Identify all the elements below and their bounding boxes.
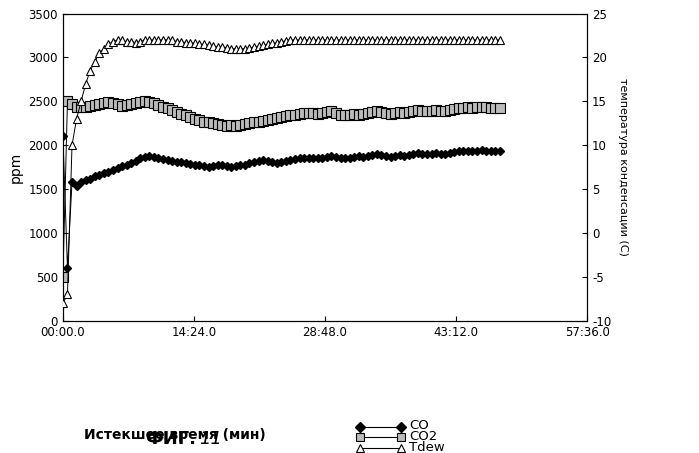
Line: CO2: CO2 xyxy=(58,96,505,282)
CO2 xyxy=(177,111,185,116)
CO xyxy=(400,153,408,159)
CO xyxy=(59,134,67,139)
Text: CO: CO xyxy=(409,419,428,432)
Tdew xyxy=(314,37,322,43)
Line: CO: CO xyxy=(60,133,503,271)
CO xyxy=(177,159,185,164)
Tdew xyxy=(73,116,81,121)
CO xyxy=(314,156,322,161)
Tdew xyxy=(496,37,504,43)
CO2 xyxy=(64,99,72,104)
CO xyxy=(64,265,72,271)
Text: 11: 11 xyxy=(199,430,222,448)
CO xyxy=(77,179,85,185)
Y-axis label: ppm: ppm xyxy=(9,152,23,183)
Tdew xyxy=(91,59,99,65)
CO2 xyxy=(400,110,408,116)
Text: CO2: CO2 xyxy=(409,430,437,443)
Y-axis label: температура конденсации (С): температура конденсации (С) xyxy=(618,78,628,256)
CO2 xyxy=(77,105,85,110)
CO2 xyxy=(95,101,103,107)
Line: Tdew: Tdew xyxy=(59,36,504,308)
Tdew xyxy=(282,38,290,43)
CO2 xyxy=(314,111,322,116)
CO xyxy=(282,158,290,164)
CO xyxy=(496,148,504,154)
Tdew xyxy=(59,300,67,306)
Text: ФИГ.: ФИГ. xyxy=(145,430,196,448)
CO2 xyxy=(496,105,504,111)
CO xyxy=(95,172,103,178)
Tdew xyxy=(177,39,185,44)
Tdew xyxy=(400,37,408,43)
Text: Истекшее время (мин): Истекшее время (мин) xyxy=(84,428,266,442)
CO2 xyxy=(282,114,290,119)
CO2 xyxy=(59,274,67,280)
Tdew xyxy=(113,37,122,43)
Text: Tdew: Tdew xyxy=(409,441,445,453)
